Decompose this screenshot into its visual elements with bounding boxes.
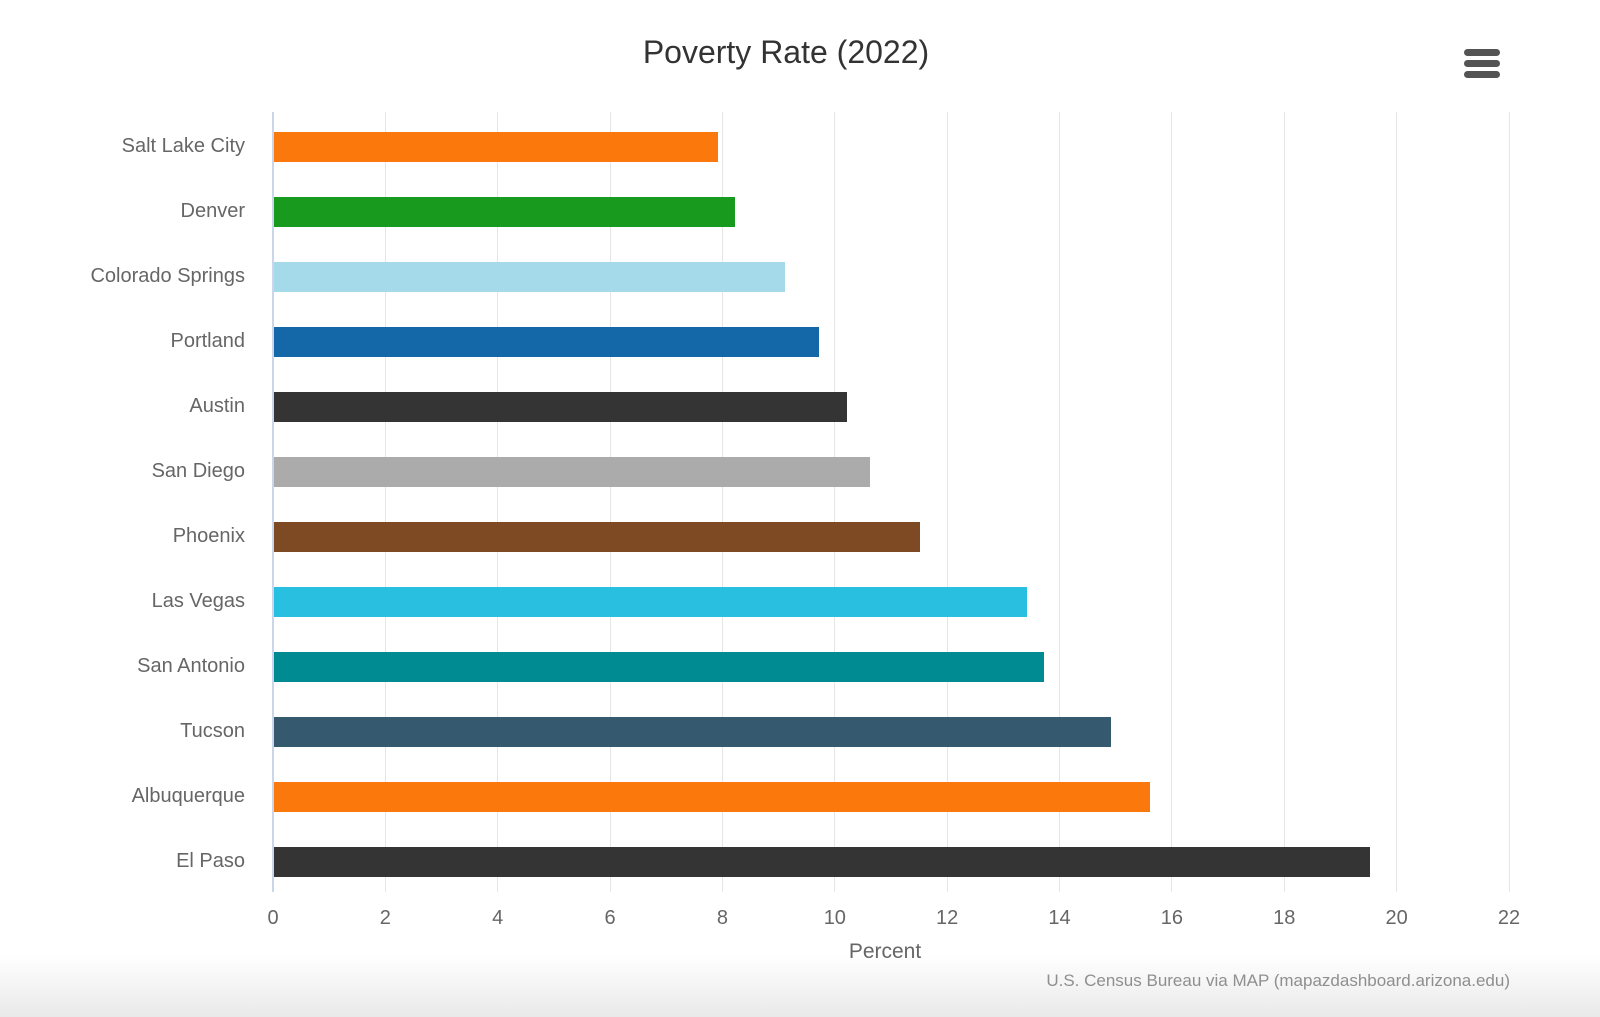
bar-portland[interactable] <box>274 326 819 357</box>
bar-austin[interactable] <box>274 391 848 422</box>
bar-las-vegas[interactable] <box>274 586 1027 617</box>
chart-title: Poverty Rate (2022) <box>642 34 930 70</box>
chart-context-menu-button[interactable] <box>1464 45 1508 81</box>
category-label-austin: Austin <box>189 395 245 417</box>
category-label-tucson: Tucson <box>180 720 245 742</box>
source-caption: U.S. Census Bureau via MAP (mapazdashboa… <box>1046 971 1510 990</box>
gridline-8 <box>721 112 723 892</box>
x-tick-label-10: 10 <box>823 907 846 929</box>
x-tick-label-8: 8 <box>716 907 729 929</box>
gridline-14 <box>1059 112 1061 892</box>
gridline-20 <box>1396 112 1398 892</box>
bar-tucson[interactable] <box>274 716 1112 747</box>
gridline-22 <box>1508 112 1510 892</box>
gridline-18 <box>1283 112 1285 892</box>
category-label-albuquerque: Albuquerque <box>131 785 245 807</box>
category-label-denver: Denver <box>180 200 245 222</box>
x-tick-label-22: 22 <box>1497 907 1521 929</box>
x-tick-label-2: 2 <box>379 907 391 929</box>
category-label-salt-lake-city: Salt Lake City <box>121 135 245 157</box>
category-label-portland: Portland <box>170 330 246 352</box>
bar-san-diego[interactable] <box>274 456 870 487</box>
bar-denver[interactable] <box>274 196 735 227</box>
category-label-san-diego: San Diego <box>151 460 245 482</box>
x-tick-label-14: 14 <box>1048 907 1071 929</box>
x-tick-label-16: 16 <box>1160 907 1184 929</box>
x-tick-label-0: 0 <box>267 907 279 929</box>
gridline-16 <box>1171 112 1173 892</box>
bar-albuquerque[interactable] <box>274 781 1151 812</box>
x-tick-label-18: 18 <box>1273 907 1296 929</box>
hamburger-menu-icon <box>1464 48 1508 78</box>
category-label-colorado-springs: Colorado Springs <box>90 265 245 287</box>
bar-salt-lake-city[interactable] <box>274 131 718 162</box>
bar-san-antonio[interactable] <box>274 651 1044 682</box>
x-tick-label-12: 12 <box>936 907 959 929</box>
gridline-10 <box>834 112 836 892</box>
bar-el-paso[interactable] <box>274 846 1370 877</box>
gridline-4 <box>497 112 499 892</box>
x-tick-label-6: 6 <box>604 907 616 929</box>
gridline-2 <box>384 112 386 892</box>
gridline-12 <box>946 112 948 892</box>
category-label-phoenix: Phoenix <box>172 525 245 547</box>
x-axis-title: Percent <box>848 940 922 963</box>
x-tick-label-20: 20 <box>1385 907 1408 929</box>
category-label-las-vegas: Las Vegas <box>151 590 245 612</box>
bar-colorado-springs[interactable] <box>274 261 786 292</box>
category-label-san-antonio: San Antonio <box>137 655 245 677</box>
x-tick-label-4: 4 <box>492 907 504 929</box>
x-axis-zero-line <box>272 112 274 892</box>
category-label-el-paso: El Paso <box>176 850 245 872</box>
bar-phoenix[interactable] <box>274 521 921 552</box>
gridline-6 <box>609 112 611 892</box>
